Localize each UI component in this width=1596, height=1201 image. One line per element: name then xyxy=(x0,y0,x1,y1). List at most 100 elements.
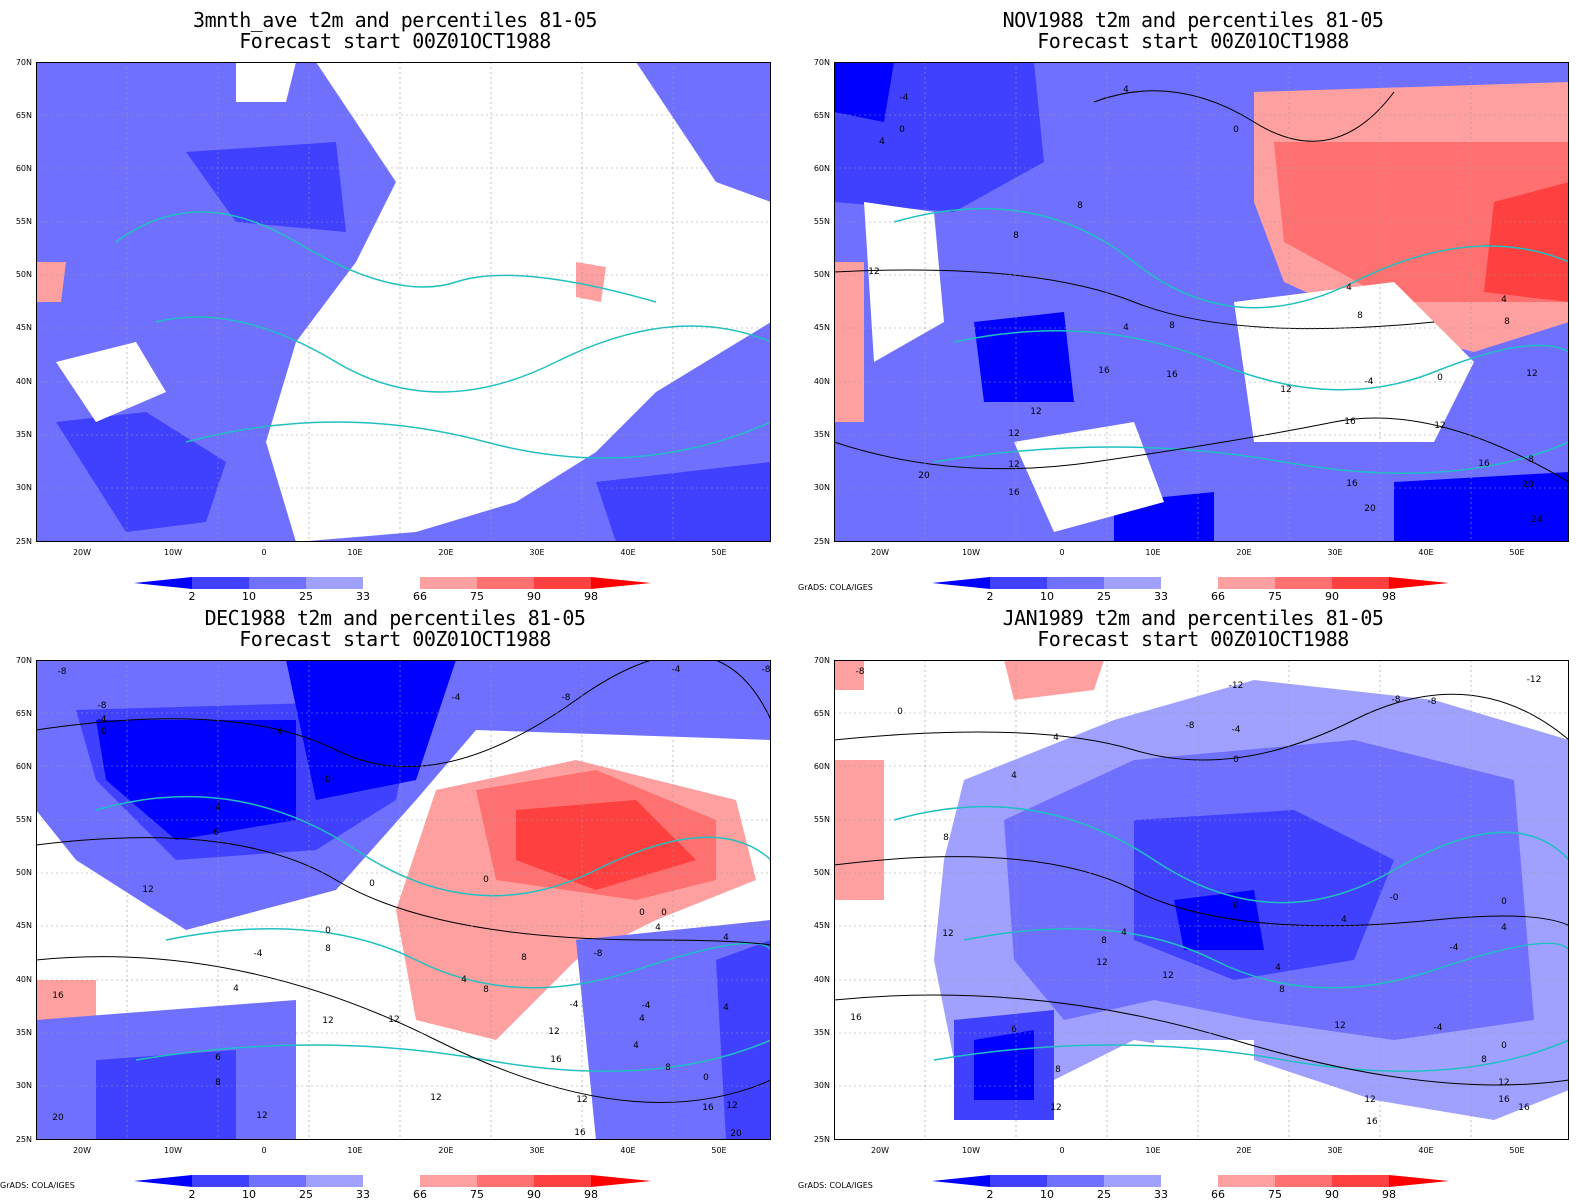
svg-text:-12: -12 xyxy=(1229,681,1244,691)
map-area: -8 0 -12 -8 -4 -8 -8 -12 0 4 4 8 12 8 12 0 4 4 8 1… xyxy=(834,660,1569,1140)
colorbar-label: 98 xyxy=(1382,1188,1396,1201)
svg-text:-12: -12 xyxy=(1527,675,1542,685)
svg-text:16: 16 xyxy=(550,1055,562,1065)
map-area: -4 0 4 4 0 8 8 12 4 8 16 16 12 12 12 16 20 4 8 12… xyxy=(834,62,1569,542)
grads-credit: GrADS: COLA/IGES xyxy=(798,583,873,592)
svg-text:8: 8 xyxy=(215,1078,221,1088)
svg-text:8: 8 xyxy=(1101,936,1107,946)
svg-text:8: 8 xyxy=(1279,985,1285,995)
svg-text:-4: -4 xyxy=(1450,943,1459,953)
lat-label: 60N xyxy=(813,762,830,771)
lat-label: 50N xyxy=(813,868,830,877)
svg-text:8: 8 xyxy=(1055,1065,1061,1075)
lat-label: 60N xyxy=(15,762,32,771)
svg-text:6: 6 xyxy=(213,828,219,838)
svg-text:8: 8 xyxy=(1357,311,1363,321)
lat-label: 35N xyxy=(15,1028,32,1037)
svg-text:4: 4 xyxy=(1341,915,1347,925)
lon-label: 30E xyxy=(1327,548,1343,557)
svg-text:16: 16 xyxy=(1366,1117,1378,1127)
panel-subtitle: Forecast start 00Z01OCT1988 xyxy=(1037,627,1349,651)
lon-label: 50E xyxy=(711,548,727,557)
lat-label: 25N xyxy=(813,1135,830,1144)
svg-text:-4: -4 xyxy=(254,949,263,959)
svg-text:12: 12 xyxy=(726,1101,737,1111)
colorbar-label: 25 xyxy=(1097,590,1111,603)
svg-text:-4: -4 xyxy=(1365,377,1374,387)
lat-label: 40N xyxy=(813,975,830,984)
svg-text:4: 4 xyxy=(215,803,221,813)
lat-label: 45N xyxy=(813,323,830,332)
svg-text:0: 0 xyxy=(483,875,489,885)
svg-text:-8: -8 xyxy=(594,949,603,959)
svg-text:8: 8 xyxy=(1169,321,1175,331)
svg-text:8: 8 xyxy=(943,833,949,843)
lat-label: 35N xyxy=(813,1028,830,1037)
svg-text:6: 6 xyxy=(1011,1025,1017,1035)
lon-label: 20W xyxy=(870,1146,890,1155)
colorbar-label: 75 xyxy=(470,1188,484,1201)
lat-label: 30N xyxy=(15,483,32,492)
svg-text:-8: -8 xyxy=(98,701,107,711)
lat-label: 55N xyxy=(15,815,32,824)
lat-label: 30N xyxy=(813,1081,830,1090)
lat-label: 45N xyxy=(813,921,830,930)
lon-label: 20E xyxy=(438,548,454,557)
svg-text:16: 16 xyxy=(1098,366,1110,376)
colorbar xyxy=(134,577,651,589)
grads-credit: GrADS: COLA/IGES xyxy=(0,1181,75,1190)
colorbar-label: 2 xyxy=(188,1188,196,1201)
lat-label: 70N xyxy=(15,656,32,665)
svg-text:12: 12 xyxy=(942,929,953,939)
lat-label: 25N xyxy=(813,537,830,546)
lat-label: 50N xyxy=(15,270,32,279)
lon-label: 40E xyxy=(1418,1146,1434,1155)
lat-label: 65N xyxy=(813,709,830,718)
svg-text:12: 12 xyxy=(1280,385,1291,395)
lon-label: 0 xyxy=(1059,1146,1065,1155)
colorbar-label: 10 xyxy=(242,590,256,603)
svg-text:4: 4 xyxy=(1011,771,1017,781)
svg-text:16: 16 xyxy=(1008,488,1020,498)
lon-label: 10E xyxy=(1145,1146,1161,1155)
svg-text:12: 12 xyxy=(1050,1103,1061,1113)
svg-text:0: 0 xyxy=(1233,901,1239,911)
colorbar-label: 2 xyxy=(986,590,994,603)
svg-text:16: 16 xyxy=(1344,417,1356,427)
lon-label: 20E xyxy=(438,1146,454,1155)
colorbar-label: 2 xyxy=(986,1188,994,1201)
svg-text:0: 0 xyxy=(325,775,331,785)
svg-text:8: 8 xyxy=(483,985,489,995)
colorbar xyxy=(932,577,1449,589)
map-area xyxy=(36,62,771,542)
lon-label: 0 xyxy=(261,548,267,557)
lon-label: 40E xyxy=(1418,548,1434,557)
svg-text:16: 16 xyxy=(702,1103,714,1113)
svg-text:-8: -8 xyxy=(1186,721,1195,731)
svg-text:8: 8 xyxy=(1528,455,1534,465)
colorbar-label: 25 xyxy=(299,590,313,603)
svg-text:4: 4 xyxy=(277,727,283,737)
lat-label: 65N xyxy=(15,111,32,120)
svg-text:6: 6 xyxy=(215,1053,221,1063)
svg-text:4: 4 xyxy=(233,984,239,994)
svg-text:4: 4 xyxy=(1501,295,1507,305)
svg-text:12: 12 xyxy=(1096,958,1107,968)
colorbar-label: 10 xyxy=(1040,590,1054,603)
lat-label: 25N xyxy=(15,1135,32,1144)
svg-text:12: 12 xyxy=(142,885,153,895)
svg-text:0: 0 xyxy=(101,727,107,737)
colorbar-label: 33 xyxy=(356,590,370,603)
lat-label: 45N xyxy=(15,921,32,930)
panel-title: DEC1988 t2m and percentiles 81-05 xyxy=(204,606,586,630)
lat-label: 60N xyxy=(15,164,32,173)
colorbar-label: 66 xyxy=(413,1188,427,1201)
lon-label: 0 xyxy=(261,1146,267,1155)
lat-label: 40N xyxy=(15,975,32,984)
lat-label: 70N xyxy=(813,58,830,67)
panel-subtitle: Forecast start 00Z01OCT1988 xyxy=(239,29,551,53)
lat-label: 50N xyxy=(15,868,32,877)
svg-text:16: 16 xyxy=(574,1128,586,1138)
svg-text:24: 24 xyxy=(1531,515,1543,525)
